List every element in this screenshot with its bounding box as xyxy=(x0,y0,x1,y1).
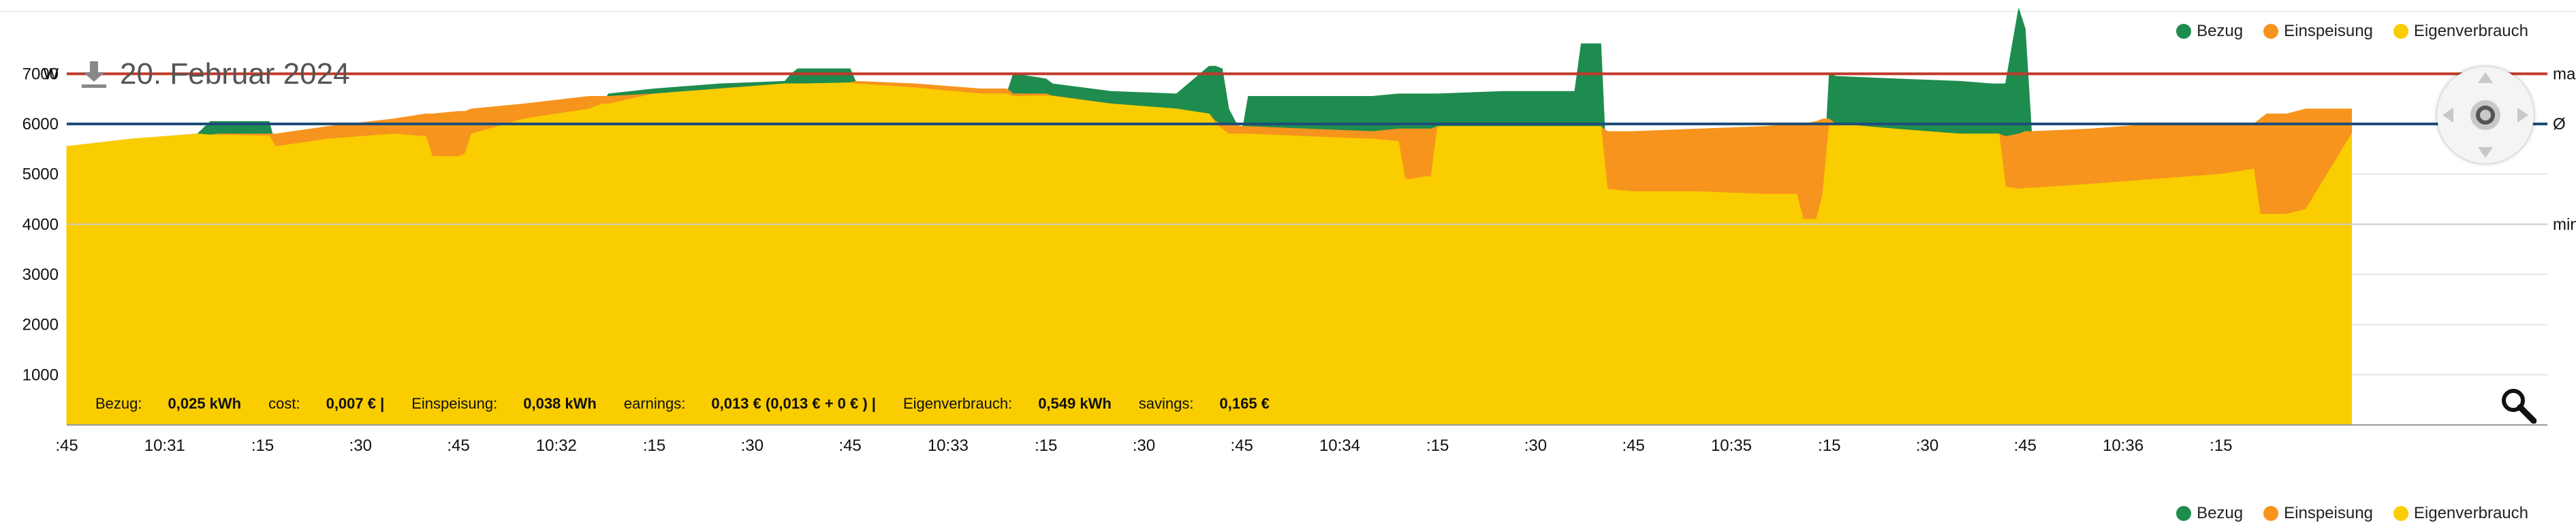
y-axis-label: W xyxy=(43,65,59,83)
ref-label-min: min xyxy=(2553,215,2576,234)
top-divider xyxy=(0,11,2576,12)
legend-bottom: Bezug Einspeisung Eigenverbrauch xyxy=(2176,504,2528,523)
legend-label-bezug: Bezug xyxy=(2197,22,2244,40)
legend-bottom-item-bezug[interactable]: Bezug xyxy=(2176,504,2243,523)
download-icon[interactable] xyxy=(80,60,108,89)
legend-bottom-dot-eigenverbrauch xyxy=(2393,506,2408,521)
pan-down-icon[interactable] xyxy=(2478,147,2493,158)
x-tick-label-15: :30 xyxy=(1524,437,1547,455)
ref-label-max: max xyxy=(2553,65,2576,83)
x-tick-label-2: :15 xyxy=(251,437,274,455)
summary-bar: Bezug: 0,025 kWh cost: 0,007 € | Einspei… xyxy=(95,395,1297,413)
legend-bottom-item-eigenverbrauch[interactable]: Eigenverbrauch xyxy=(2393,504,2528,523)
x-tick-label-12: :45 xyxy=(1230,437,1253,455)
x-tick-label-17: 10:35 xyxy=(1711,437,1752,455)
x-tick-label-9: 10:33 xyxy=(928,437,969,455)
x-tick-label-22: :15 xyxy=(2210,437,2232,455)
legend-bottom-item-einspeisung[interactable]: Einspeisung xyxy=(2263,504,2373,523)
x-tick-label-16: :45 xyxy=(1622,437,1645,455)
navigation-control[interactable] xyxy=(2437,67,2534,163)
y-tick-label-2000: 2000 xyxy=(22,316,59,334)
series-area-eigenverbrauch xyxy=(66,82,2353,426)
x-tick-label-11: :30 xyxy=(1133,437,1155,455)
date-header: 20. Februar 2024 xyxy=(80,57,350,91)
pan-up-icon[interactable] xyxy=(2478,72,2493,83)
x-tick-label-1: 10:31 xyxy=(144,437,185,455)
legend-item-einspeisung[interactable]: Einspeisung xyxy=(2263,22,2373,41)
summary-bezug-value: 0,025 kWh xyxy=(168,395,242,412)
x-tick-label-4: :45 xyxy=(447,437,469,455)
legend-bottom-dot-einspeisung xyxy=(2263,506,2279,521)
summary-einspeisung-label: Einspeisung: xyxy=(411,395,498,412)
x-tick-label-14: :15 xyxy=(1426,437,1449,455)
x-tick-label-5: 10:32 xyxy=(536,437,577,455)
date-title: 20. Februar 2024 xyxy=(120,57,350,91)
legend-bottom-label-bezug: Bezug xyxy=(2197,504,2244,522)
zoom-icon[interactable] xyxy=(2500,387,2536,424)
x-tick-label-21: 10:36 xyxy=(2103,437,2143,455)
summary-savings-label: savings: xyxy=(1138,395,1194,412)
legend-label-eigenverbrauch: Eigenverbrauch xyxy=(2413,22,2528,40)
legend-top: Bezug Einspeisung Eigenverbrauch xyxy=(2176,22,2528,41)
summary-cost-value: 0,007 € | xyxy=(326,395,385,412)
summary-eigenverbrauch-value: 0,549 kWh xyxy=(1038,395,1112,412)
legend-dot-bezug xyxy=(2176,24,2192,39)
legend-bottom-dot-bezug xyxy=(2176,506,2192,521)
pan-right-icon[interactable] xyxy=(2517,108,2528,123)
summary-earnings-value: 0,013 € (0,013 € + 0 € ) | xyxy=(711,395,876,412)
x-tick-label-3: :30 xyxy=(349,437,372,455)
legend-dot-eigenverbrauch xyxy=(2393,24,2408,39)
x-tick-label-6: :15 xyxy=(643,437,665,455)
legend-item-eigenverbrauch[interactable]: Eigenverbrauch xyxy=(2393,22,2528,41)
y-tick-label-3000: 3000 xyxy=(22,266,59,284)
x-tick-label-13: 10:34 xyxy=(1319,437,1360,455)
legend-label-einspeisung: Einspeisung xyxy=(2284,22,2373,40)
summary-cost-label: cost: xyxy=(268,395,300,412)
legend-bottom-label-einspeisung: Einspeisung xyxy=(2284,504,2373,522)
summary-earnings-label: earnings: xyxy=(623,395,686,412)
summary-savings-value: 0,165 € xyxy=(1219,395,1270,412)
legend-item-bezug[interactable]: Bezug xyxy=(2176,22,2243,41)
x-tick-label-10: :15 xyxy=(1035,437,1057,455)
summary-einspeisung-value: 0,038 kWh xyxy=(523,395,597,412)
x-tick-label-0: :45 xyxy=(55,437,78,455)
summary-bezug-label: Bezug: xyxy=(95,395,142,412)
y-tick-label-1000: 1000 xyxy=(22,366,59,384)
x-tick-label-7: :30 xyxy=(741,437,764,455)
pan-left-icon[interactable] xyxy=(2443,108,2453,123)
legend-dot-einspeisung xyxy=(2263,24,2279,39)
legend-bottom-label-eigenverbrauch: Eigenverbrauch xyxy=(2413,504,2528,522)
y-tick-label-4000: 4000 xyxy=(22,215,59,234)
ref-label-avg: Ø xyxy=(2553,115,2566,133)
x-tick-label-8: :45 xyxy=(838,437,861,455)
y-tick-label-7000: 7000 xyxy=(22,65,59,83)
summary-eigenverbrauch-label: Eigenverbrauch: xyxy=(902,395,1013,412)
x-tick-label-20: :45 xyxy=(2014,437,2037,455)
x-tick-label-18: :15 xyxy=(1818,437,1840,455)
x-tick-label-19: :30 xyxy=(1916,437,1938,455)
y-tick-label-5000: 5000 xyxy=(22,165,59,184)
y-tick-label-6000: 6000 xyxy=(22,115,59,133)
